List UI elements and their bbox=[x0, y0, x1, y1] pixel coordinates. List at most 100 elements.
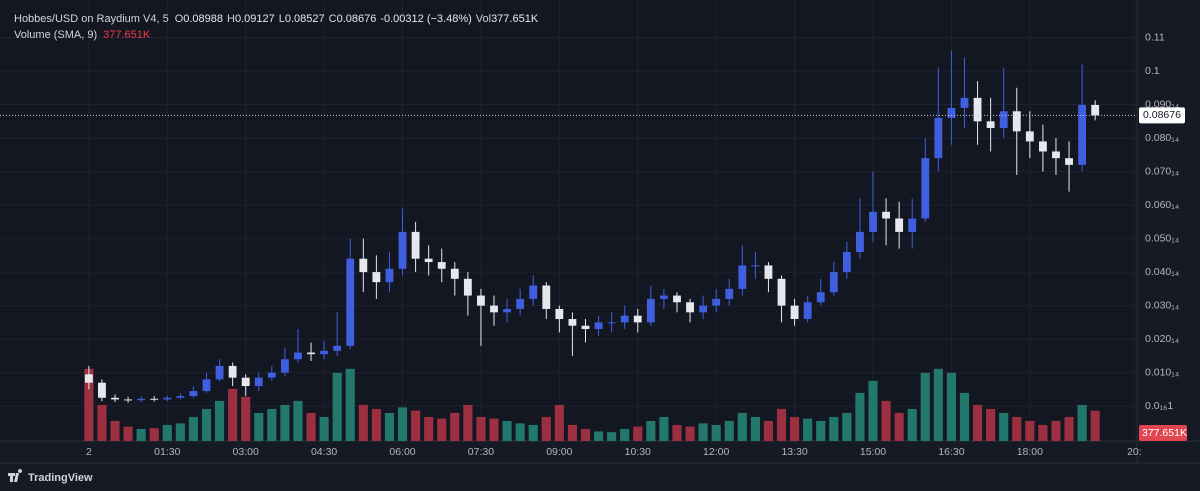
ohlc-key: O bbox=[175, 13, 184, 25]
candle-body bbox=[176, 396, 185, 398]
candle-body bbox=[1052, 151, 1060, 159]
candle-body bbox=[202, 379, 211, 392]
volume-bar bbox=[489, 418, 499, 441]
volume-bar bbox=[737, 412, 747, 441]
x-tick-label: 20: bbox=[1127, 446, 1142, 458]
candle-body bbox=[1065, 158, 1073, 165]
ohlc-key: H bbox=[227, 13, 235, 25]
candle-body bbox=[947, 107, 956, 118]
volume-bar bbox=[136, 428, 146, 441]
volume-bar bbox=[816, 420, 826, 441]
volume-bar bbox=[959, 392, 970, 441]
candle-body bbox=[385, 268, 394, 283]
volume-bar bbox=[972, 404, 983, 441]
candle-body bbox=[490, 305, 498, 313]
candle-body bbox=[581, 325, 590, 330]
candle-body bbox=[372, 272, 381, 283]
candle-body bbox=[1091, 104, 1100, 116]
volume-bar bbox=[397, 407, 408, 441]
candle-body bbox=[816, 292, 825, 303]
tradingview-logo bbox=[8, 469, 23, 482]
candle-body bbox=[398, 231, 407, 269]
volume-bar bbox=[450, 412, 460, 441]
volume-bar bbox=[855, 392, 865, 441]
candle-body bbox=[411, 231, 420, 259]
volume-bar bbox=[803, 418, 813, 441]
y-tick-label: 0.010₁₄ bbox=[1145, 366, 1179, 378]
volume-bar bbox=[515, 423, 525, 441]
ohlc-key: L bbox=[279, 13, 285, 25]
volume-bar bbox=[97, 404, 107, 441]
candle-body bbox=[516, 298, 525, 309]
x-tick-label: 03:00 bbox=[233, 446, 259, 458]
volume-bar bbox=[580, 428, 591, 441]
candle-body bbox=[294, 352, 302, 360]
volume-bar bbox=[371, 408, 381, 441]
volume-bar bbox=[1064, 416, 1074, 441]
volume-bar bbox=[345, 368, 355, 441]
candle-body bbox=[882, 211, 890, 219]
volume-bar bbox=[685, 426, 695, 441]
volume-bar bbox=[776, 408, 787, 441]
volume-bar bbox=[241, 396, 251, 441]
volume-bar bbox=[646, 420, 656, 441]
volume-bar bbox=[711, 424, 721, 441]
candle-body bbox=[254, 377, 263, 387]
volume-bar bbox=[868, 380, 878, 441]
candle-body bbox=[463, 278, 472, 296]
volume-bar bbox=[463, 404, 473, 441]
candle-body bbox=[1025, 131, 1034, 142]
candle-body bbox=[712, 298, 721, 306]
x-tick-label: 07:30 bbox=[468, 446, 494, 458]
candle-body bbox=[973, 97, 982, 122]
candle-body bbox=[189, 391, 198, 397]
candle-body bbox=[267, 372, 276, 378]
volume-bar bbox=[593, 431, 604, 441]
candle-body bbox=[842, 252, 851, 273]
candle-body bbox=[307, 352, 315, 355]
y-tick-label: 0.020₁₄ bbox=[1145, 333, 1179, 345]
candle-body bbox=[986, 121, 995, 129]
volume-bar bbox=[620, 428, 630, 441]
volume-bar bbox=[1077, 404, 1087, 441]
legend: Hobbes/USD on Raydium V4, 5 O0.08988 H0.09… bbox=[14, 13, 539, 25]
volume-tag bbox=[1139, 425, 1187, 441]
x-tick-label: 18:00 bbox=[1017, 446, 1043, 458]
volume-bar bbox=[528, 424, 538, 441]
volume-bar bbox=[110, 420, 120, 441]
candle-body bbox=[999, 111, 1008, 129]
candle-body bbox=[725, 288, 734, 299]
candle-body bbox=[764, 265, 773, 279]
y-tick-label: 0.040₁₄ bbox=[1145, 266, 1179, 278]
candle-body bbox=[829, 272, 838, 293]
last-price-tag bbox=[1139, 107, 1185, 124]
volume-bar bbox=[214, 400, 225, 441]
volume-bar bbox=[254, 412, 264, 441]
last-price-label: 0.08676 bbox=[1143, 109, 1181, 121]
volume-bar bbox=[437, 418, 447, 441]
candle-body bbox=[790, 305, 799, 320]
indicator-name: Volume (SMA, 9) bbox=[14, 29, 97, 41]
candle-body bbox=[777, 278, 786, 306]
candle-body bbox=[98, 382, 106, 398]
volume-bar bbox=[358, 404, 368, 441]
candle-body bbox=[568, 319, 577, 326]
candle-body bbox=[529, 285, 538, 299]
y-tick-label: 0.070₁₄ bbox=[1145, 165, 1179, 177]
volume-bar bbox=[763, 420, 774, 441]
candle-body bbox=[111, 397, 119, 400]
volume-bar bbox=[175, 423, 185, 441]
y-tick-label: 0.090₁₄ bbox=[1145, 98, 1179, 110]
candle-body bbox=[84, 374, 93, 383]
x-tick-label: 2 bbox=[86, 446, 92, 458]
y-tick-label: 0.060₁₄ bbox=[1145, 199, 1179, 211]
volume-bar bbox=[1025, 420, 1035, 441]
candle-body bbox=[934, 117, 943, 159]
volume-bar bbox=[306, 412, 316, 441]
candle-body bbox=[437, 262, 446, 269]
change: -0.00312 (−3.48%) bbox=[380, 13, 471, 25]
volume-bar bbox=[946, 372, 956, 441]
volume-bar bbox=[424, 416, 434, 441]
